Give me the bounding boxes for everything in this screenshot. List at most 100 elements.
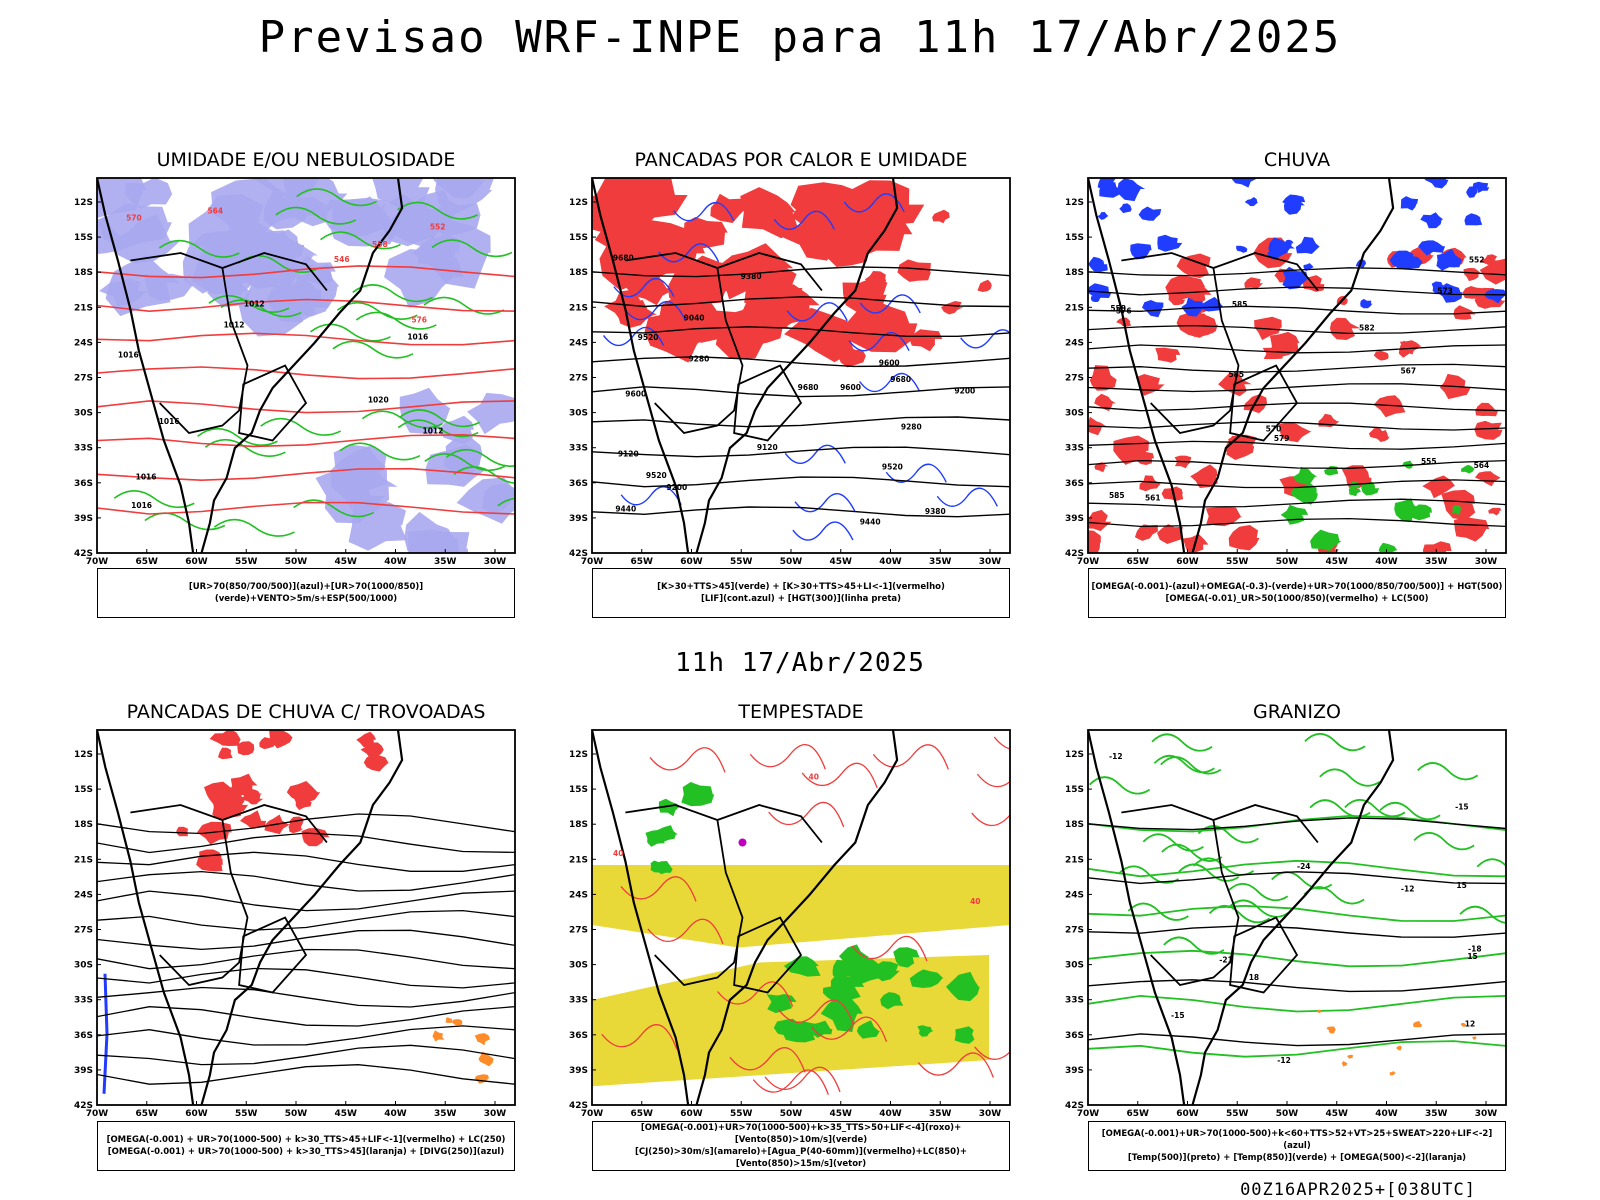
- hgt500-line: [1088, 459, 1506, 469]
- omega-area: [1464, 213, 1483, 226]
- state-border: [625, 804, 823, 844]
- hgt500-line: [1088, 440, 1506, 450]
- omega-area: [1231, 178, 1258, 188]
- lifted-index-contour: [960, 329, 1010, 349]
- panel-title: UMIDADE E/OU NEBULOSIDADE: [157, 149, 456, 171]
- humidity-area: [456, 477, 515, 524]
- latitude-label: 36S: [1065, 1031, 1084, 1041]
- rain-area: [1463, 267, 1482, 282]
- wind850-area: [822, 986, 848, 1003]
- wind850-area: [783, 956, 821, 977]
- temp850-line: [1088, 859, 1506, 878]
- contour-label: 552: [430, 222, 446, 231]
- omega-area: [1360, 298, 1373, 309]
- storm-area: [237, 741, 255, 756]
- contour-label: 15: [1467, 952, 1477, 961]
- longitude-label: 30W: [1475, 557, 1498, 567]
- temp850-contour: [1459, 905, 1506, 924]
- uruguay-border: [733, 364, 803, 442]
- temp850-contour: [1319, 768, 1381, 787]
- contour-label: 9380: [925, 507, 946, 516]
- streamline: [97, 870, 515, 892]
- rh-contour: [497, 497, 515, 507]
- hgt300-line: [592, 506, 1010, 518]
- hgt500-line: [1088, 363, 1506, 373]
- latitude-label: 18S: [1065, 820, 1084, 830]
- latitude-label: 27S: [1065, 374, 1084, 384]
- atlantic-coastline: [200, 178, 404, 553]
- instability-area: [932, 209, 951, 224]
- rh-contour: [332, 340, 414, 359]
- omega-area: [1431, 281, 1448, 294]
- rain-area: [1139, 475, 1161, 492]
- longitude-label: 45W: [830, 1109, 853, 1119]
- longitude-label: 60W: [1176, 1109, 1199, 1119]
- hgt500-line: [1088, 324, 1506, 335]
- rain-area: [1474, 420, 1503, 440]
- omega-area: [1420, 212, 1444, 229]
- latitude-label: 42S: [74, 1101, 93, 1111]
- precipitable-water-contour: [647, 918, 724, 945]
- wind850-area: [832, 959, 854, 980]
- rh-contour: [339, 442, 421, 461]
- longitude-label: 35W: [929, 557, 952, 567]
- panel-legend: [OMEGA(-0.001)+UR>70(1000-500)+k<60+TTS>…: [1088, 1121, 1506, 1171]
- state-border: [1121, 804, 1319, 844]
- latitude-label: 33S: [74, 996, 93, 1006]
- storm-area: [218, 747, 233, 760]
- streamline: [97, 1044, 515, 1066]
- hgt300-line: [592, 326, 1010, 338]
- panel-legend: [K>30+TTS>45](verde) + [K>30+TTS>45+LI<-…: [592, 568, 1010, 618]
- latitude-label: 27S: [74, 926, 93, 936]
- map-panel-3: CHUVA 585 585 582 585 579 576 573 570 567 564 561 55…: [1065, 149, 1507, 567]
- latitude-label: 33S: [569, 996, 588, 1006]
- instability-area: [644, 305, 712, 363]
- wind850-area: [893, 947, 920, 968]
- rain-area: [1244, 277, 1264, 290]
- omega-area: [1097, 212, 1109, 220]
- country-border: [159, 267, 249, 434]
- rh-contour: [361, 410, 443, 429]
- map-layers: 40 40 40: [592, 730, 1010, 1105]
- page-title: Previsao WRF-INPE para 11h 17/Abr/2025: [258, 12, 1342, 63]
- latitude-label: 12S: [1065, 198, 1084, 208]
- omega-area: [1267, 246, 1284, 259]
- precipitable-water-contour: [872, 744, 949, 770]
- humidity-area: [443, 436, 483, 475]
- latitude-label: 21S: [569, 303, 588, 313]
- latitude-label: 15S: [74, 785, 93, 795]
- temp850-line: [1088, 904, 1506, 922]
- thickness-line: [97, 366, 515, 380]
- hgt500-line: [1088, 517, 1506, 528]
- omega-area: [1424, 178, 1449, 189]
- country-border: [1150, 267, 1240, 434]
- temp500-line: [1088, 1033, 1506, 1047]
- map-background: [1088, 730, 1506, 1105]
- contour-label: 9680: [613, 253, 634, 262]
- contour-label: 1016: [131, 501, 152, 510]
- legend-line: [Temp(500)](preto) + [Temp(850)](verde) …: [1127, 1153, 1467, 1163]
- legend-line: [UR>70(850/700/500)](azul)+[UR>70(1000/8…: [188, 582, 424, 604]
- rh-contour: [431, 239, 513, 258]
- rh-contour: [453, 466, 515, 484]
- lifted-index-contour: [848, 331, 910, 352]
- humidity-area: [348, 502, 407, 551]
- jet-stream-area: [592, 865, 1010, 948]
- contour-label: 1016: [118, 351, 139, 360]
- streamline: [97, 986, 515, 1008]
- instability-area: [626, 272, 677, 306]
- thickness-line: [97, 433, 515, 448]
- rain-area: [1176, 253, 1211, 279]
- precipitable-water-contour: [729, 1047, 806, 1073]
- contour-label: 585: [1109, 491, 1125, 500]
- country-border: [654, 267, 744, 434]
- latitude-label: 30S: [74, 961, 93, 971]
- latitude-label: 12S: [74, 198, 93, 208]
- omega-strong-area: [1451, 505, 1462, 515]
- thickness-line: [97, 467, 515, 482]
- rain-area: [1089, 365, 1118, 391]
- wind850-area: [856, 1020, 880, 1039]
- contour-label: 546: [334, 255, 350, 264]
- hgt300-line: [592, 386, 1010, 398]
